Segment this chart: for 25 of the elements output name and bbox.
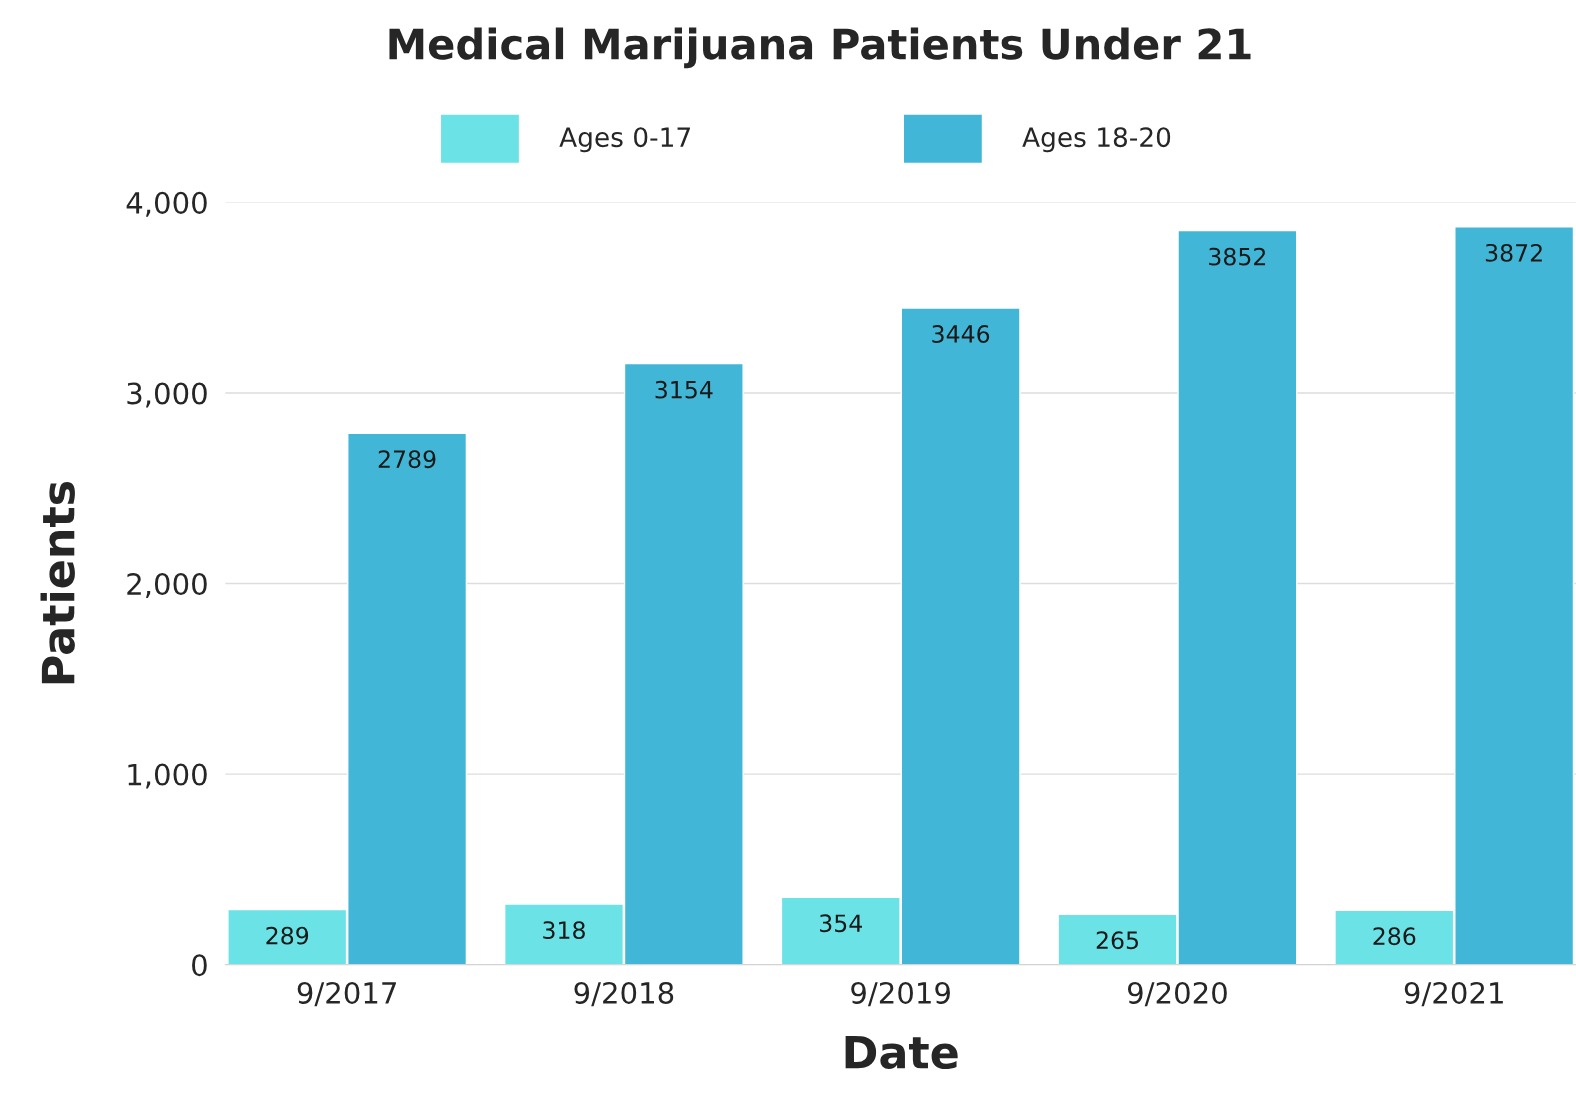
y-axis-title: Patients bbox=[40, 481, 75, 684]
legend-label: Ages 18-20 bbox=[1022, 127, 1171, 153]
y-tick-label: 2,000 bbox=[127, 572, 207, 599]
data-label: 2789 bbox=[378, 450, 436, 469]
x-tick-label: 9/2020 bbox=[1127, 981, 1227, 1007]
x-tick-label: 9/2021 bbox=[1404, 981, 1503, 1007]
data-label: 3872 bbox=[1485, 243, 1542, 262]
data-label: 3446 bbox=[932, 325, 990, 343]
x-tick-label: 9/2017 bbox=[297, 981, 396, 1007]
data-label: 3852 bbox=[1209, 247, 1266, 266]
data-label: 3154 bbox=[655, 380, 713, 399]
y-tick-label: 1,000 bbox=[128, 763, 207, 789]
x-tick-label: 9/2019 bbox=[851, 981, 950, 1007]
x-tick-label: 9/2018 bbox=[574, 981, 674, 1007]
data-label: 318 bbox=[543, 921, 585, 940]
data-label: 265 bbox=[1096, 931, 1138, 950]
data-label: 354 bbox=[820, 914, 862, 933]
chart-title: Medical Marijuana Patients Under 21 bbox=[389, 27, 1251, 69]
y-tick-label: 3,000 bbox=[127, 382, 207, 408]
data-label: 289 bbox=[266, 926, 309, 945]
data-label: 286 bbox=[1373, 927, 1416, 946]
legend-label: Ages 0-17 bbox=[559, 127, 690, 153]
y-tick-label: 4,000 bbox=[126, 191, 207, 217]
x-axis-title: Date bbox=[845, 1035, 958, 1069]
y-tick-label: 0 bbox=[192, 954, 207, 977]
